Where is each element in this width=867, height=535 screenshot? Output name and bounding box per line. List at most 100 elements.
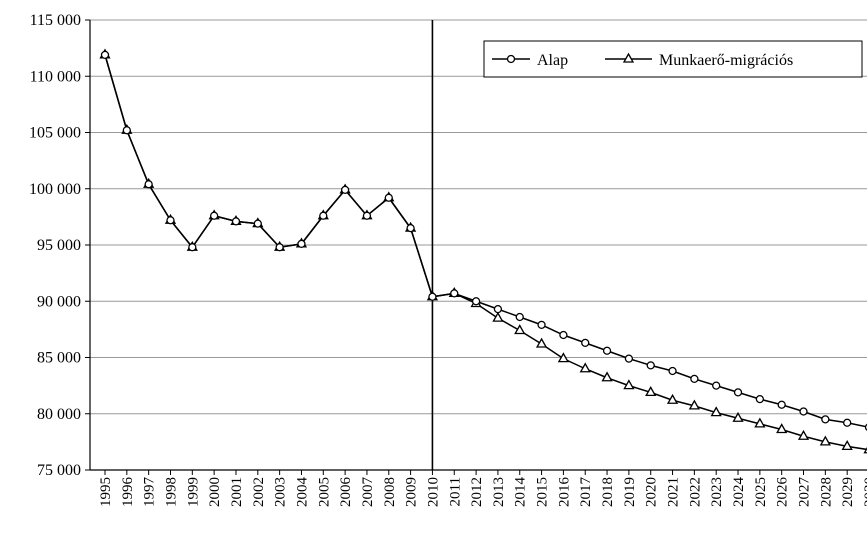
legend-box xyxy=(483,40,863,78)
x-tick-label: 2018 xyxy=(600,477,616,507)
y-tick-label: 85 000 xyxy=(37,350,81,367)
point-munkaero-migracios xyxy=(819,435,831,446)
point-munkaero-migracios xyxy=(579,362,591,373)
point-alap xyxy=(253,219,262,228)
y-tick-label: 80 000 xyxy=(37,406,81,423)
point-alap xyxy=(297,239,306,249)
y-tick-label: 75 000 xyxy=(37,462,81,479)
point-alap xyxy=(559,330,568,340)
point-alap xyxy=(668,366,677,376)
point-munkaero-migracios xyxy=(557,352,570,363)
point-alap xyxy=(319,211,328,220)
grid-lines xyxy=(90,19,867,415)
point-alap xyxy=(384,193,393,202)
legend-marker-alap xyxy=(506,54,516,64)
point-alap xyxy=(450,289,459,298)
y-tick-label: 115 000 xyxy=(30,12,81,29)
point-alap xyxy=(144,180,153,189)
point-alap xyxy=(624,354,634,363)
x-tick-label: 2001 xyxy=(229,477,245,507)
point-alap xyxy=(755,394,765,404)
x-axis-ticks: 1995 1996 1997 1998 1999 2000 2001 2002 2003 2004… xyxy=(98,470,867,507)
point-munkaero-migracios xyxy=(514,324,526,335)
point-munkaero-migracios xyxy=(601,371,613,382)
point-alap xyxy=(799,407,808,416)
point-alap xyxy=(340,185,350,195)
point-alap xyxy=(471,297,481,306)
legend-marker-munkaero xyxy=(622,52,635,63)
point-munkaero-migracios xyxy=(492,311,504,322)
x-tick-label: 2019 xyxy=(622,477,638,507)
x-tick-label: 2015 xyxy=(535,477,551,507)
point-alap xyxy=(493,304,503,314)
y-tick-label: 105 000 xyxy=(29,125,81,142)
point-alap xyxy=(646,361,655,370)
point-munkaero-migracios xyxy=(776,423,788,434)
point-alap xyxy=(166,216,175,225)
x-tick-label: 1999 xyxy=(185,477,201,507)
point-alap xyxy=(712,381,721,390)
x-tick-label: 1997 xyxy=(142,477,158,508)
point-alap xyxy=(821,415,830,424)
x-tick-label: 2000 xyxy=(207,477,223,507)
point-alap xyxy=(515,312,524,322)
legend: Alap Munkaerő-migrációs xyxy=(483,40,863,78)
x-tick-label: 2020 xyxy=(644,477,660,507)
x-tick-label: 2017 xyxy=(578,477,594,508)
point-alap xyxy=(231,217,241,226)
y-tick-label: 110 000 xyxy=(30,68,81,85)
x-tick-label: 2007 xyxy=(360,477,376,508)
point-alap xyxy=(690,374,699,384)
point-alap xyxy=(733,388,743,397)
x-tick-label: 2005 xyxy=(316,477,332,507)
x-tick-label: 2012 xyxy=(469,477,485,507)
point-alap xyxy=(406,223,415,233)
y-tick-label: 100 000 xyxy=(29,181,81,198)
point-alap xyxy=(843,418,852,427)
point-alap xyxy=(122,126,131,135)
x-tick-label: 2027 xyxy=(797,477,813,508)
x-tick-label: 2023 xyxy=(709,477,725,507)
x-tick-label: 2003 xyxy=(273,477,289,507)
point-alap xyxy=(777,400,786,409)
x-tick-label: 2028 xyxy=(818,477,834,507)
point-munkaero-migracios xyxy=(645,386,657,397)
x-tick-label: 1996 xyxy=(120,477,136,508)
x-tick-label: 2025 xyxy=(753,477,769,507)
point-alap xyxy=(428,292,437,301)
point-munkaero-migracios xyxy=(710,406,722,417)
x-tick-label: 2030 xyxy=(862,477,867,507)
x-tick-label: 2016 xyxy=(556,477,572,508)
point-munkaero-migracios xyxy=(623,379,635,390)
x-tick-label: 2008 xyxy=(382,477,398,507)
y-tick-label: 95 000 xyxy=(37,237,81,254)
point-alap xyxy=(188,243,197,252)
series-layer xyxy=(99,48,867,454)
x-tick-label: 2011 xyxy=(447,477,463,506)
x-tick-label: 2009 xyxy=(404,477,420,507)
x-tick-label: 2026 xyxy=(775,477,791,508)
point-munkaero-migracios xyxy=(666,393,679,404)
x-tick-label: 2021 xyxy=(666,477,682,507)
x-tick-label: 1995 xyxy=(98,477,114,507)
x-tick-label: 2014 xyxy=(513,477,529,508)
x-tick-label: 2022 xyxy=(687,477,703,507)
point-alap xyxy=(537,320,546,330)
y-axis-ticks: 75 000 80 000 85 000 90 000 95 000 100 000 105… xyxy=(29,12,90,479)
legend-label-alap: Alap xyxy=(537,52,568,69)
point-alap xyxy=(100,50,110,60)
point-alap xyxy=(362,211,372,220)
legend-label-munkaero: Munkaerő-migrációs xyxy=(659,52,793,69)
x-tick-label: 2006 xyxy=(338,477,354,508)
y-tick-label: 90 000 xyxy=(37,293,81,310)
point-munkaero-migracios xyxy=(797,429,810,440)
x-tick-label: 1998 xyxy=(163,477,179,507)
x-tick-label: 2004 xyxy=(294,477,310,508)
point-munkaero-migracios xyxy=(688,399,700,410)
x-tick-label: 2010 xyxy=(425,477,441,507)
series-line-munkaero-migracios xyxy=(104,54,867,451)
x-tick-label: 2002 xyxy=(251,477,267,507)
point-munkaero-migracios xyxy=(535,337,548,348)
point-alap xyxy=(581,338,590,348)
